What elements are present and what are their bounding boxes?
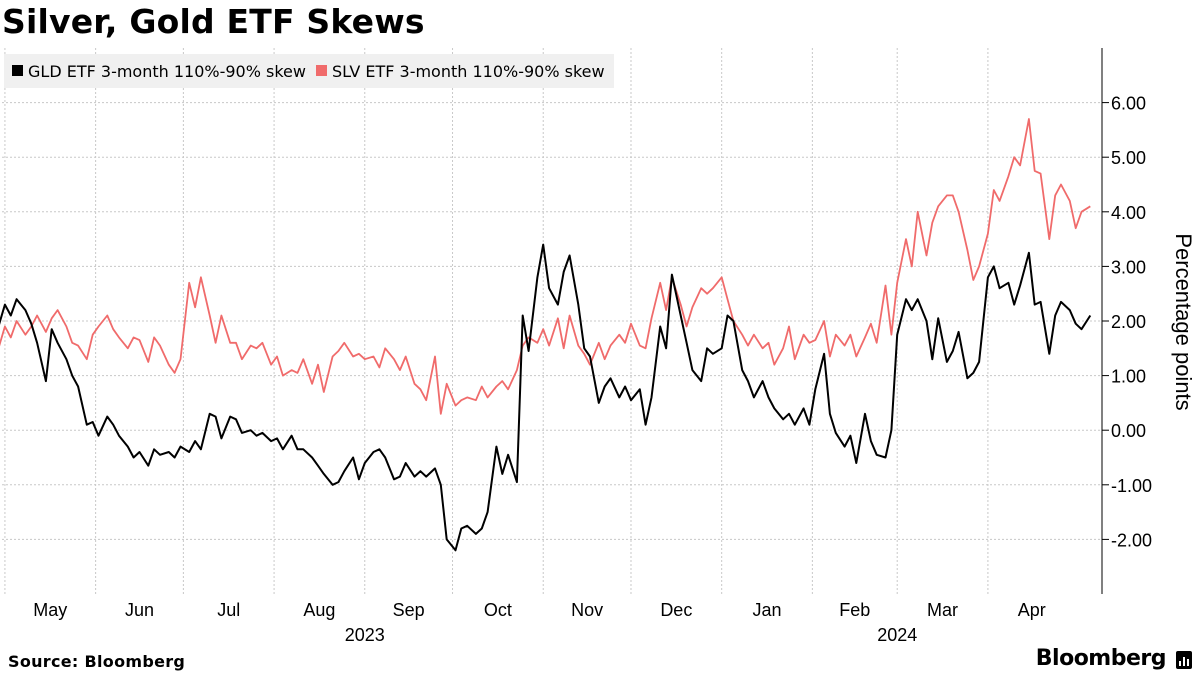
x-year-label: 2023	[345, 625, 385, 645]
y-tick-label: -1.00	[1111, 476, 1152, 496]
x-tick-label: Jan	[753, 600, 782, 620]
x-tick-label: Jun	[125, 600, 154, 620]
y-tick-label: 4.00	[1111, 203, 1146, 223]
legend: GLD ETF 3-month 110%-90% skew SLV ETF 3-m…	[4, 54, 614, 88]
brand-logo: Bloomberg	[1035, 646, 1167, 671]
y-tick-label: 6.00	[1111, 94, 1146, 114]
x-tick-label: Feb	[839, 600, 870, 620]
x-tick-label: May	[33, 600, 67, 620]
x-axis: May Jun Jul Aug Sep Oct Nov Dec Jan Feb Mar Apr 2023…	[33, 600, 1046, 645]
y-tick-label: 3.00	[1111, 257, 1146, 277]
x-tick-label: Jul	[217, 600, 240, 620]
x-tick-label: Dec	[660, 600, 692, 620]
x-tick-label: Aug	[303, 600, 335, 620]
y-tick-label: -2.00	[1111, 530, 1152, 550]
legend-label: SLV ETF 3-month 110%-90% skew	[332, 62, 605, 81]
slv-skew-line	[0, 118, 1091, 415]
legend-swatch	[12, 65, 23, 76]
y-axis-label: Percentage points	[1171, 233, 1196, 410]
legend-label: GLD ETF 3-month 110%-90% skew	[28, 62, 306, 81]
grid-lines	[2, 48, 1102, 594]
x-tick-label: Sep	[393, 600, 425, 620]
legend-swatch	[316, 65, 327, 76]
chart-title: Silver, Gold ETF Skews	[2, 2, 425, 41]
gld-skew-line	[0, 243, 1092, 552]
source-note: Source: Bloomberg	[8, 652, 186, 671]
y-tick-label: 1.00	[1111, 367, 1146, 387]
y-tick-label: 5.00	[1111, 148, 1146, 168]
bloomberg-terminal-icon	[1176, 651, 1192, 669]
legend-box	[4, 54, 614, 88]
x-tick-label: Mar	[927, 600, 958, 620]
y-tick-label: 2.00	[1111, 312, 1146, 332]
y-axis: 6.00 5.00 4.00 3.00 2.00 1.00 0.00 -1.00 -2.00	[1101, 48, 1152, 594]
series-lines	[0, 118, 1092, 552]
x-tick-label: Apr	[1018, 600, 1046, 620]
x-year-label: 2024	[877, 625, 917, 645]
x-tick-label: Oct	[484, 600, 512, 620]
x-tick-label: Nov	[571, 600, 603, 620]
y-tick-label: 0.00	[1111, 421, 1146, 441]
